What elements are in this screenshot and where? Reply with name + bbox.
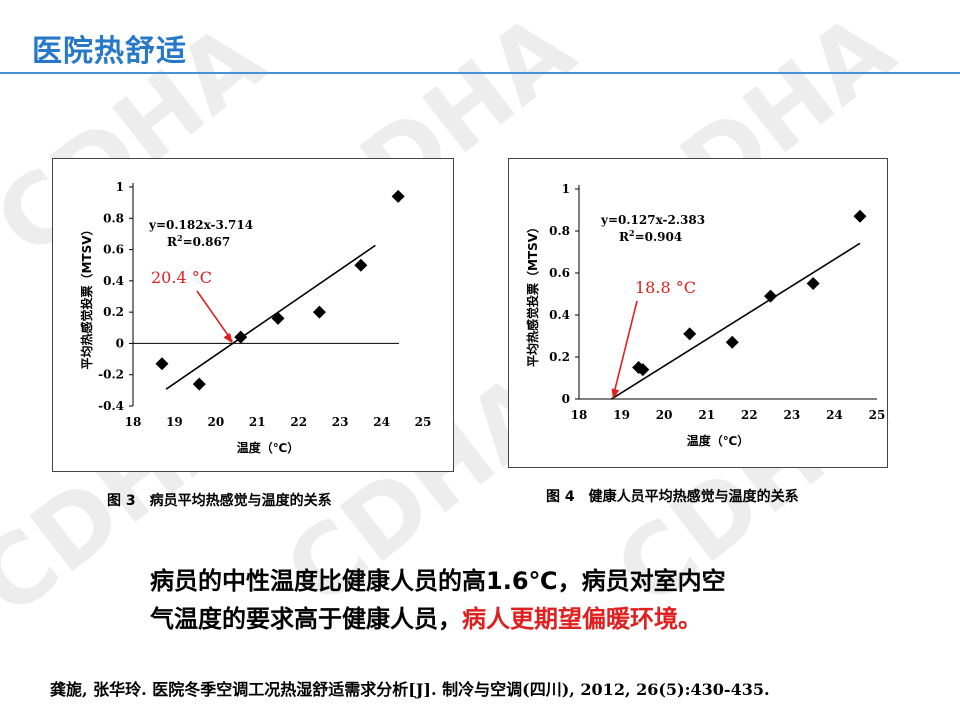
x-tick-label: 18 xyxy=(571,408,588,422)
summary-text: 病员的中性温度比健康人员的高1.6℃，病员对室内空 气温度的要求高于健康人员，病… xyxy=(150,562,930,638)
slide-title: 医院热舒适 xyxy=(32,34,187,69)
y-tick-label: 0.8 xyxy=(103,211,124,225)
annotation-arrow xyxy=(196,290,234,342)
data-point xyxy=(271,311,285,325)
chart-caption-patients: 图 3 病员平均热感觉与温度的关系 xyxy=(107,493,332,509)
x-tick-label: 22 xyxy=(290,415,307,429)
x-tick-label: 22 xyxy=(741,408,758,422)
data-point xyxy=(391,189,405,203)
neutral-temperature-label: 18.8 °C xyxy=(635,278,696,297)
chart-healthy: 0 0.2 0.4 0.6 0.8 1 18 19 20 21 22 23 24 25 y=0.127x-2… xyxy=(525,182,886,448)
annotation-arrowhead xyxy=(223,332,233,344)
y-axis-title: 平均热感觉投票（MTSV） xyxy=(79,223,94,369)
x-tick-label: 24 xyxy=(826,408,843,422)
y-tick-label: 0.2 xyxy=(549,350,570,364)
x-tick-label: 20 xyxy=(208,415,225,429)
equation-label: y=0.182x-3.714 xyxy=(148,218,253,232)
x-tick-label: 21 xyxy=(698,408,715,422)
x-tick-label: 25 xyxy=(869,408,886,422)
citation: 龚旎, 张华玲. 医院冬季空调工况热湿舒适需求分析[J]. 制冷与空调(四川),… xyxy=(50,680,770,699)
regression-line xyxy=(165,244,376,390)
x-axis-title: 温度（℃） xyxy=(687,433,750,448)
summary-line-2: 气温度的要求高于健康人员，病人更期望偏暖环境。 xyxy=(150,600,930,638)
y-tick-label: 0.4 xyxy=(549,308,570,322)
data-point xyxy=(354,258,368,272)
data-point xyxy=(192,377,206,391)
x-tick-label: 23 xyxy=(332,415,349,429)
summary-line-2-highlight: 病人更期望偏暖环境。 xyxy=(462,605,702,633)
data-point xyxy=(764,289,778,303)
summary-line-1: 病员的中性温度比健康人员的高1.6℃，病员对室内空 xyxy=(150,567,726,595)
data-point xyxy=(312,305,326,319)
x-tick-label: 23 xyxy=(784,408,801,422)
equation-label: y=0.127x-2.383 xyxy=(600,213,705,227)
data-point xyxy=(853,209,867,223)
x-tick-label: 18 xyxy=(125,415,142,429)
y-tick-label: 1 xyxy=(562,182,570,196)
title-divider xyxy=(0,72,960,74)
x-tick-label: 21 xyxy=(249,415,266,429)
y-tick-label: 0.8 xyxy=(549,224,570,238)
y-tick-label: -0.2 xyxy=(98,368,124,382)
x-tick-label: 24 xyxy=(373,415,390,429)
r-squared-label: R2=0.867 xyxy=(167,233,230,249)
summary-line-2-plain: 气温度的要求高于健康人员， xyxy=(150,605,462,633)
neutral-temperature-label: 20.4 °C xyxy=(151,268,212,287)
chart-patients: -0.4 -0.2 0 0.2 0.4 0.6 0.8 1 18 19 20 21 22 23 24 25 y=… xyxy=(79,180,432,455)
y-tick-label: 0 xyxy=(116,336,124,350)
data-point xyxy=(806,277,820,290)
y-axis-title: 平均热感觉投票（MTSV） xyxy=(525,221,540,367)
y-tick-label: -0.4 xyxy=(98,399,124,413)
x-tick-label: 19 xyxy=(613,408,630,422)
data-point xyxy=(636,363,650,377)
chart-caption-healthy: 图 4 健康人员平均热感觉与温度的关系 xyxy=(546,489,799,505)
x-tick-label: 20 xyxy=(656,408,673,422)
y-tick-label: 0.6 xyxy=(549,266,570,280)
r-squared-label: R2=0.904 xyxy=(619,228,682,244)
data-point xyxy=(155,357,169,371)
x-tick-label: 25 xyxy=(415,415,432,429)
chart-panel-patients: -0.4 -0.2 0 0.2 0.4 0.6 0.8 1 18 19 20 21 22 23 24 25 y=… xyxy=(52,158,454,472)
x-tick-label: 19 xyxy=(166,415,183,429)
y-tick-label: 0.6 xyxy=(103,243,124,257)
annotation-arrowhead xyxy=(611,388,620,399)
y-tick-label: 0 xyxy=(562,392,570,406)
y-tick-label: 0.2 xyxy=(103,305,124,319)
chart-panel-healthy: 0 0.2 0.4 0.6 0.8 1 18 19 20 21 22 23 24 25 y=0.127x-2… xyxy=(508,158,888,468)
y-tick-label: 0.4 xyxy=(103,274,124,288)
annotation-arrow xyxy=(612,300,638,398)
data-point xyxy=(234,330,248,344)
x-axis-title: 温度（℃） xyxy=(237,440,300,455)
regression-line xyxy=(610,242,861,400)
data-point xyxy=(683,327,697,341)
y-tick-label: 1 xyxy=(116,180,124,194)
data-point xyxy=(725,335,739,349)
